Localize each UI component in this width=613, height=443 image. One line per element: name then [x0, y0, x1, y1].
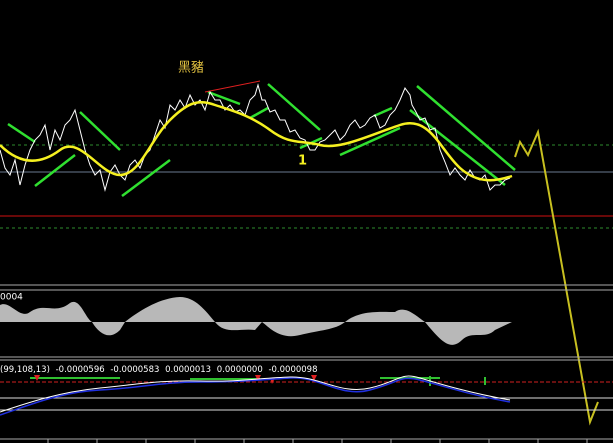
wave-label: 1 — [298, 154, 307, 169]
channel-segments — [7, 83, 516, 197]
trend-line — [204, 80, 261, 93]
indicator-reading: 0.0000013 — [165, 365, 211, 375]
projection-line — [514, 128, 599, 426]
indicator-header: (99,108,13) -0.0000596 -0.0000583 0.0000… — [0, 365, 318, 375]
annotation-label: 黑豬 — [178, 61, 204, 76]
indicator-reading: 0.0000000 — [217, 365, 263, 375]
indicator-params: (99,108,13) — [0, 365, 50, 375]
price-line — [0, 83, 511, 192]
signal-line — [0, 377, 511, 416]
main-line — [0, 375, 511, 413]
moving-average — [0, 101, 513, 182]
indicator-reading: -0.0000596 — [56, 365, 105, 375]
indicator-reading: -0.0000098 — [268, 365, 317, 375]
indicator-panel: (99,108,13) -0.0000596 -0.0000583 0.0000… — [0, 365, 613, 416]
scale-label: 0004 — [0, 293, 23, 303]
main-panel: 黑豬 1 — [0, 61, 613, 426]
indicator-reading: -0.0000583 — [110, 365, 159, 375]
time-axis — [0, 438, 613, 443]
oscillator-panel: 0004 — [0, 293, 512, 345]
histogram — [0, 297, 512, 345]
